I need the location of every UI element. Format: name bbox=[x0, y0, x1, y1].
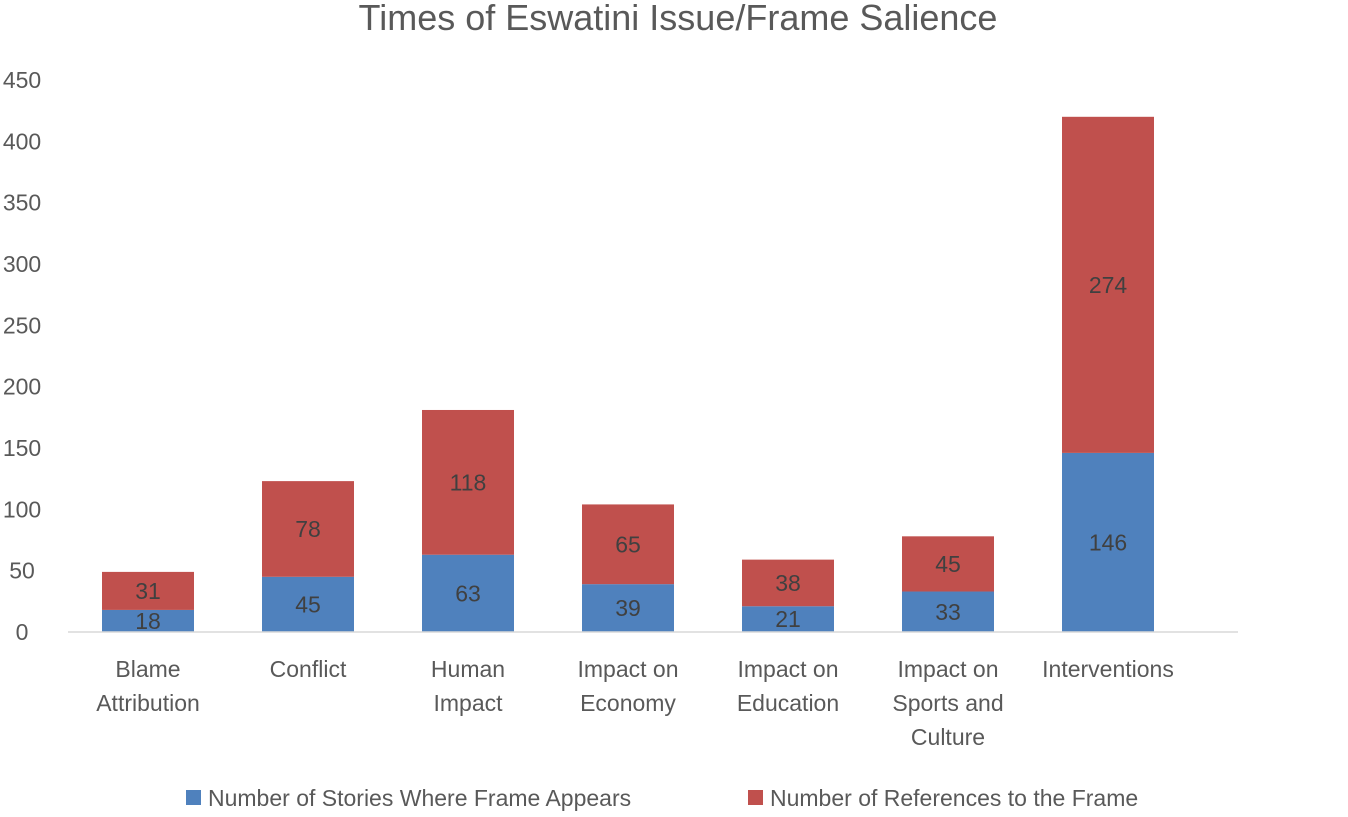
bar-segment bbox=[582, 584, 674, 632]
legend-label: Number of Stories Where Frame Appears bbox=[208, 785, 631, 811]
data-label: 31 bbox=[135, 578, 161, 604]
x-tick-label: Blame Attribution bbox=[96, 656, 200, 716]
legend: Number of Stories Where Frame Appears Num… bbox=[186, 785, 1138, 811]
x-tick-label: Conflict bbox=[270, 656, 347, 682]
chart-title: Times of Eswatini Issue/Frame Salience bbox=[359, 0, 998, 38]
data-label: 146 bbox=[1089, 529, 1127, 555]
bar-segment bbox=[262, 481, 354, 577]
data-label: 45 bbox=[295, 591, 321, 617]
bar-segment bbox=[1062, 452, 1154, 632]
legend-swatch bbox=[748, 790, 763, 805]
x-tick-label: Impact on Sports and Culture bbox=[892, 656, 1003, 750]
bar-segment bbox=[742, 606, 834, 632]
x-tick-label: Impact on Education bbox=[737, 656, 839, 716]
y-axis: 0 50 100 150 200 250 300 350 400 450 bbox=[3, 67, 41, 645]
legend-swatch bbox=[186, 790, 201, 805]
data-label: 21 bbox=[775, 606, 801, 632]
y-tick-label: 0 bbox=[16, 619, 29, 645]
bar-segment bbox=[422, 409, 514, 555]
y-tick-label: 450 bbox=[3, 67, 41, 93]
y-tick-label: 250 bbox=[3, 312, 41, 338]
x-axis: Blame Attribution Conflict Human Impact Impac… bbox=[96, 656, 1174, 750]
data-label: 63 bbox=[455, 580, 481, 606]
x-tick-label: Human Impact bbox=[431, 656, 505, 716]
y-tick-label: 150 bbox=[3, 435, 41, 461]
data-label: 38 bbox=[775, 570, 801, 596]
data-label: 118 bbox=[450, 469, 487, 495]
y-tick-label: 100 bbox=[3, 496, 41, 522]
data-label: 39 bbox=[615, 595, 641, 621]
data-label: 65 bbox=[615, 531, 641, 557]
y-tick-label: 200 bbox=[3, 374, 41, 400]
x-tick-label: Impact on Economy bbox=[578, 656, 679, 716]
data-label: 33 bbox=[935, 599, 961, 625]
bar-segment bbox=[902, 536, 994, 592]
x-tick-label: Interventions bbox=[1042, 656, 1174, 682]
bar-segment bbox=[102, 609, 194, 632]
y-tick-label: 350 bbox=[3, 190, 41, 216]
legend-label: Number of References to the Frame bbox=[770, 785, 1138, 811]
y-tick-label: 400 bbox=[3, 128, 41, 154]
bar-segment bbox=[422, 554, 514, 632]
data-label: 45 bbox=[935, 551, 961, 577]
bar-segment bbox=[262, 576, 354, 632]
bar-segment bbox=[582, 504, 674, 585]
data-label: 78 bbox=[295, 516, 321, 542]
data-label: 274 bbox=[1089, 272, 1128, 298]
bars: 18 31 45 78 63 118 39 65 21 38 33 45 146 274 bbox=[102, 116, 1154, 634]
bar-segment bbox=[902, 591, 994, 632]
bar-segment bbox=[102, 571, 194, 610]
y-tick-label: 50 bbox=[9, 558, 35, 584]
data-label: 18 bbox=[135, 608, 161, 634]
y-tick-label: 300 bbox=[3, 251, 41, 277]
bar-segment bbox=[1062, 116, 1154, 453]
bar-segment bbox=[742, 559, 834, 607]
